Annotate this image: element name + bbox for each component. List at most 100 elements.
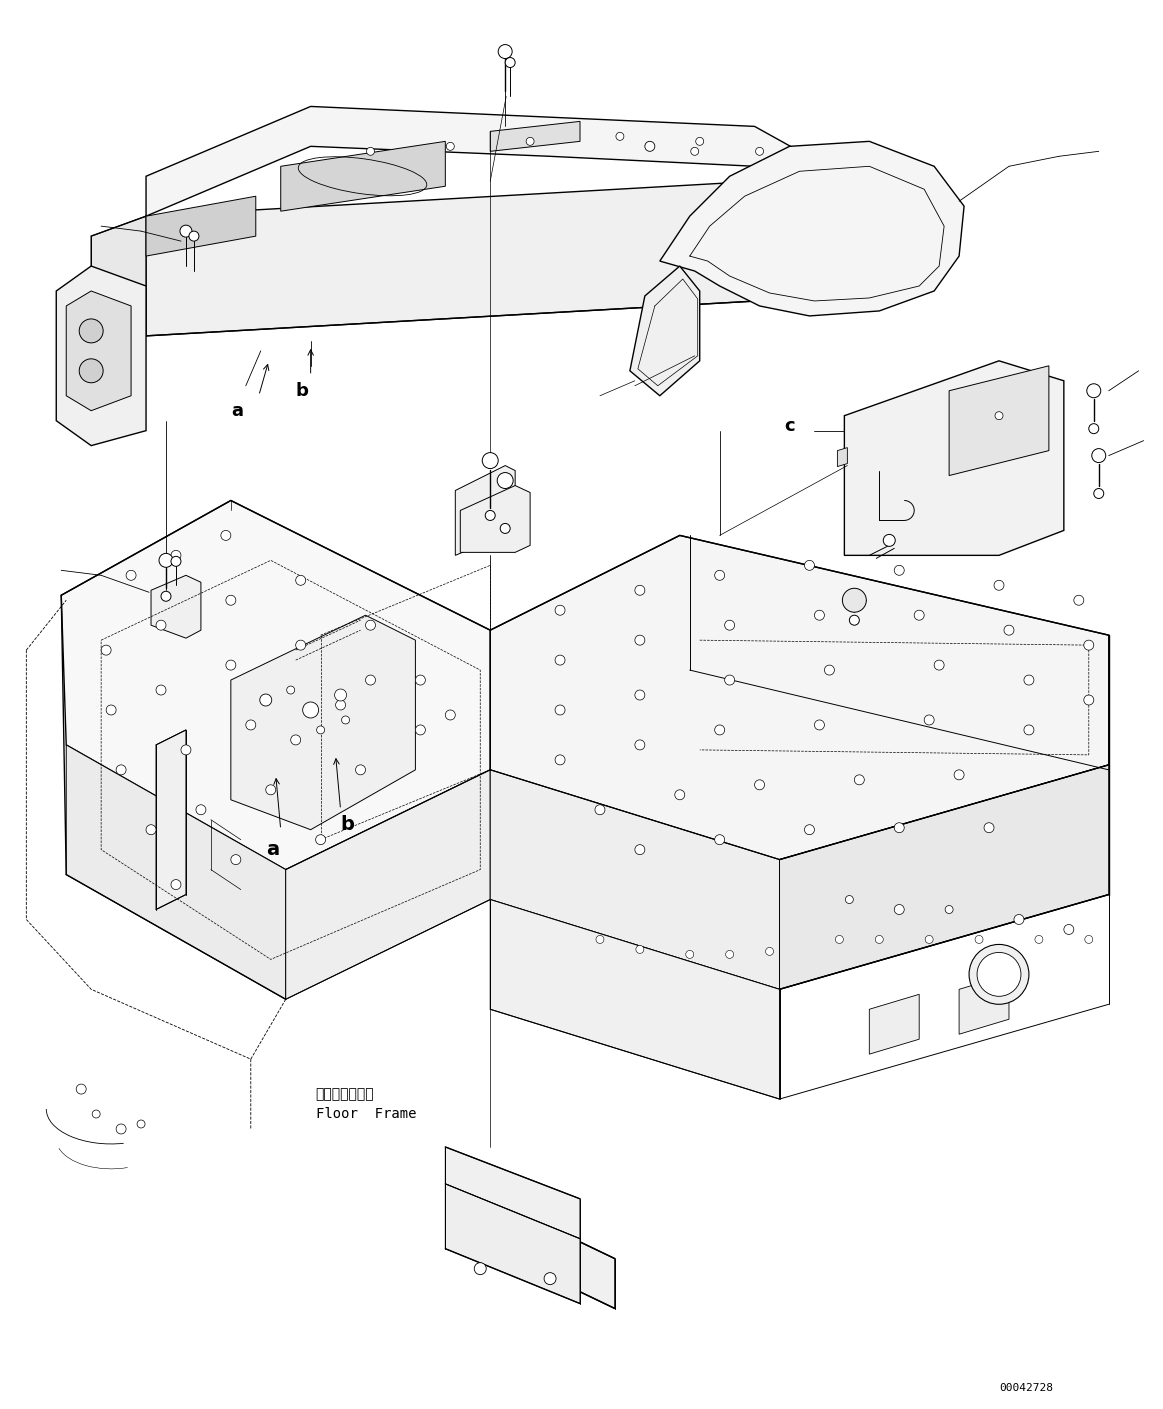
Circle shape [336,700,345,710]
Polygon shape [491,899,779,1099]
Circle shape [356,765,365,775]
Circle shape [291,735,301,745]
Circle shape [1084,695,1093,704]
Circle shape [715,834,725,844]
Text: a: a [230,402,243,420]
Circle shape [635,844,644,855]
Circle shape [147,824,156,834]
Circle shape [994,581,1004,590]
Circle shape [849,616,859,626]
Circle shape [926,936,933,944]
Polygon shape [949,366,1049,476]
Circle shape [1073,595,1084,606]
Circle shape [1089,424,1099,434]
Circle shape [595,936,604,944]
Circle shape [342,716,350,724]
Circle shape [825,665,834,675]
Circle shape [894,823,904,833]
Circle shape [1014,914,1023,924]
Circle shape [894,905,904,914]
Circle shape [259,695,272,706]
Circle shape [635,740,644,750]
Circle shape [977,952,1021,996]
Circle shape [715,571,725,581]
Circle shape [765,947,773,955]
Circle shape [101,645,112,655]
Circle shape [498,472,513,489]
Circle shape [365,620,376,630]
Circle shape [126,571,136,581]
Text: a: a [266,840,279,859]
Circle shape [954,769,964,779]
Circle shape [498,45,512,59]
Circle shape [725,675,735,685]
Polygon shape [461,486,530,552]
Circle shape [447,142,455,151]
Circle shape [316,726,324,734]
Circle shape [946,906,954,913]
Circle shape [485,510,495,520]
Circle shape [181,745,191,755]
Circle shape [1092,448,1106,462]
Polygon shape [66,292,131,410]
Circle shape [500,523,511,534]
Circle shape [226,595,236,606]
Circle shape [171,879,181,889]
Circle shape [635,690,644,700]
Circle shape [295,640,306,650]
Circle shape [934,659,944,671]
Polygon shape [62,500,491,869]
Text: Floor  Frame: Floor Frame [315,1107,416,1122]
Circle shape [79,318,104,342]
Circle shape [116,1124,126,1134]
Circle shape [894,565,904,575]
Circle shape [726,951,734,958]
Circle shape [1084,640,1093,650]
Circle shape [555,755,565,765]
Circle shape [266,785,276,795]
Circle shape [335,689,347,702]
Circle shape [171,551,181,561]
Circle shape [914,610,925,620]
Circle shape [636,945,644,954]
Circle shape [366,148,374,155]
Polygon shape [66,745,286,999]
Circle shape [1023,675,1034,685]
Text: フロアフレーム: フロアフレーム [315,1088,374,1100]
Circle shape [984,823,994,833]
Polygon shape [56,266,147,445]
Circle shape [1035,936,1043,944]
Circle shape [805,824,814,834]
Circle shape [445,710,455,720]
Polygon shape [147,196,256,256]
Circle shape [1093,489,1104,499]
Circle shape [180,225,192,237]
Circle shape [159,554,173,568]
Circle shape [725,620,735,630]
Circle shape [302,702,319,719]
Circle shape [691,148,699,155]
Polygon shape [147,176,844,335]
Circle shape [195,805,206,814]
Circle shape [415,675,426,685]
Polygon shape [91,216,147,356]
Circle shape [969,944,1029,1005]
Circle shape [846,896,854,903]
Circle shape [156,685,166,695]
Polygon shape [491,535,1108,859]
Circle shape [876,936,883,944]
Circle shape [695,137,704,145]
Polygon shape [156,730,186,909]
Circle shape [1064,924,1073,934]
Circle shape [1004,626,1014,635]
Circle shape [814,720,825,730]
Circle shape [106,704,116,714]
Circle shape [137,1120,145,1129]
Circle shape [171,557,181,566]
Circle shape [483,452,498,469]
Polygon shape [151,575,201,638]
Circle shape [842,589,866,613]
Polygon shape [869,995,919,1054]
Circle shape [644,141,655,151]
Polygon shape [491,1199,615,1309]
